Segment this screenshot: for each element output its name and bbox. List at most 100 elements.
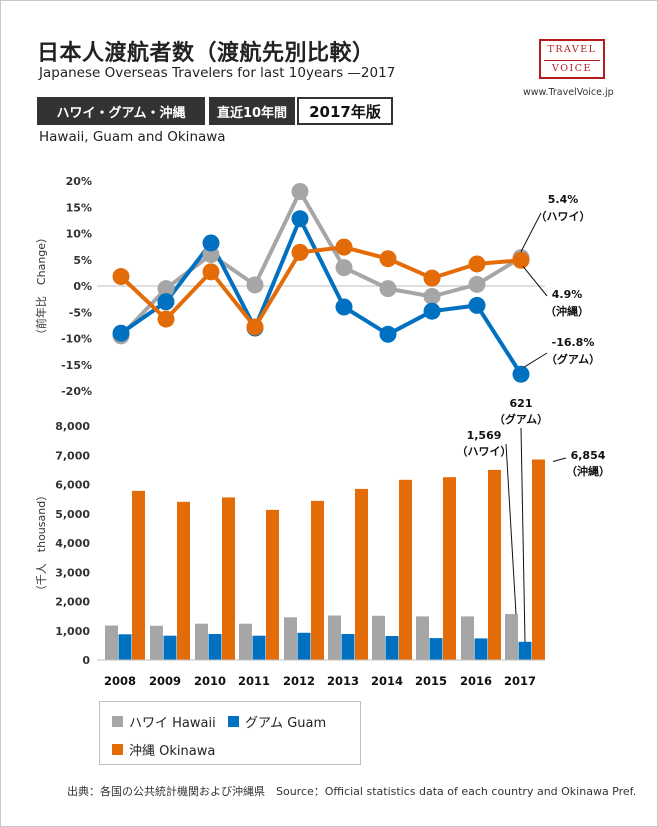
bar-guam [252, 635, 266, 660]
bar-annotation-hawaii-leader [505, 443, 517, 615]
bar-hawaii [328, 615, 341, 660]
bar-hawaii [239, 623, 252, 660]
line-chart: 20% 15% 10% 5% 0% -5% -10% -15% -20% （前年比 Change）… [34, 175, 600, 398]
line-point-okinawa [423, 269, 441, 287]
line-point-okinawa [157, 310, 175, 328]
bar-hawaii [416, 616, 429, 660]
line-series-okinawa [119, 245, 522, 329]
line-annotation-okinawa-label: （沖縄） [545, 304, 589, 318]
line-point-guam [379, 325, 397, 343]
bar-x-tick-label: 2015 [415, 674, 447, 688]
line-y-tick-label: 0% [73, 280, 92, 293]
bar-okinawa [355, 488, 368, 660]
line-point-hawaii [379, 280, 397, 298]
line-y-axis-title: （前年比 Change） [34, 232, 48, 340]
bar-x-tick-label: 2008 [104, 674, 136, 688]
line-annotation-guam-leader [523, 352, 548, 368]
bar-hawaii [195, 623, 208, 660]
line-point-hawaii [291, 183, 309, 200]
line-point-okinawa [202, 263, 220, 281]
page-subtitle: Japanese Overseas Travelers for last 10y… [39, 65, 396, 81]
bar-hawaii [150, 625, 163, 660]
bar-okinawa [132, 490, 145, 660]
period-badge: 直近10年間 [209, 97, 295, 125]
line-point-okinawa [335, 238, 353, 256]
bar-annotation-okinawa-value: 6,854 [571, 449, 606, 462]
bar-okinawa [399, 479, 412, 660]
bar-chart: 8,000 7,000 6,000 5,000 4,000 3,000 2,000 1,000… [35, 397, 610, 688]
line-point-hawaii [423, 288, 441, 305]
travel-voice-logo: TRAVEL VOICE [539, 39, 605, 79]
bar-x-tick-label: 2016 [460, 674, 492, 688]
line-annotation-hawaii-leader [520, 212, 542, 252]
region-badge: ハワイ・グアム・沖縄 [37, 97, 205, 125]
bar-okinawa [443, 477, 456, 660]
bar-annotation-hawaii-label: （ハワイ） [457, 445, 512, 458]
bar-okinawa [532, 459, 545, 660]
logo-line-2: VOICE [552, 63, 592, 74]
bar-okinawa [311, 500, 324, 660]
legend-label-okinawa: 沖縄 Okinawa [129, 744, 216, 759]
bar-x-tick-label: 2017 [504, 674, 536, 688]
line-y-tick-label: 15% [66, 201, 92, 214]
logo-line-1: TRAVEL [547, 44, 597, 55]
bar-y-tick-label: 4,000 [55, 537, 90, 550]
bar-annotation-okinawa-label: （沖縄） [566, 464, 610, 478]
bar-hawaii [461, 616, 474, 660]
legend-label-hawaii: ハワイ Hawaii [129, 716, 216, 731]
line-annotation-okinawa-leader [522, 265, 548, 297]
bar-guam [208, 634, 222, 660]
region-english-label: Hawaii, Guam and Okinawa [39, 129, 226, 145]
legend-swatch-guam [228, 716, 239, 727]
line-y-tick-label: 10% [66, 228, 92, 241]
bar-x-tick-label: 2014 [371, 674, 403, 688]
bar-hawaii [372, 615, 385, 660]
bar-guam [297, 632, 311, 660]
line-point-okinawa [291, 243, 309, 261]
bar-y-tick-label: 5,000 [55, 508, 90, 521]
bar-hawaii [284, 617, 297, 660]
legend-item-okinawa: 沖縄 Okinawa [112, 740, 215, 759]
line-y-tick-label: 20% [66, 175, 92, 188]
logo-rule [544, 60, 600, 61]
line-annotation-hawaii-label: （ハワイ） [536, 210, 591, 223]
legend-item-hawaii: ハワイ Hawaii [112, 712, 216, 731]
bar-okinawa [266, 509, 279, 660]
bar-okinawa [488, 469, 501, 660]
bar-okinawa [222, 497, 235, 660]
legend-swatch-okinawa [112, 744, 123, 755]
bar-y-tick-label: 3,000 [55, 566, 90, 579]
line-point-hawaii [246, 276, 264, 294]
line-annotation-okinawa-value: 4.9% [552, 288, 583, 301]
line-point-okinawa [112, 268, 130, 286]
line-point-okinawa [512, 251, 530, 269]
line-y-tick-label: 5% [73, 254, 92, 267]
bar-x-tick-label: 2011 [238, 674, 270, 688]
bar-y-axis-title: （千人 thousand） [35, 490, 48, 596]
bar-hawaii [105, 625, 118, 660]
bar-guam [518, 641, 532, 660]
legend-item-guam: グアム Guam [228, 712, 326, 731]
bar-guam [474, 638, 488, 660]
line-point-guam [112, 324, 130, 342]
line-point-okinawa [379, 250, 397, 268]
line-series-guam [119, 216, 523, 376]
year-badge: 2017年版 [297, 97, 393, 125]
line-annotation-guam-value: -16.8% [552, 336, 595, 349]
bar-y-tick-label: 6,000 [55, 479, 90, 492]
bar-x-tick-label: 2009 [149, 674, 181, 688]
source-footer: 出典：各国の公共統計機関および沖縄県 Source：Official stati… [67, 785, 637, 798]
bar-x-tick-label: 2013 [327, 674, 359, 688]
line-point-guam [291, 210, 309, 228]
bar-y-tick-label: 7,000 [55, 449, 90, 462]
line-point-guam [202, 234, 220, 252]
line-y-tick-label: -10% [61, 333, 92, 346]
line-point-hawaii [468, 275, 486, 293]
bar-y-tick-label: 8,000 [55, 420, 90, 433]
bar-guam [163, 635, 177, 660]
line-y-tick-label: -20% [61, 385, 92, 398]
bar-y-tick-label: 2,000 [55, 596, 90, 609]
line-annotation-guam-label: （グアム） [546, 352, 600, 366]
chart-area: 20% 15% 10% 5% 0% -5% -10% -15% -20% （前年比 Change）… [34, 175, 610, 688]
